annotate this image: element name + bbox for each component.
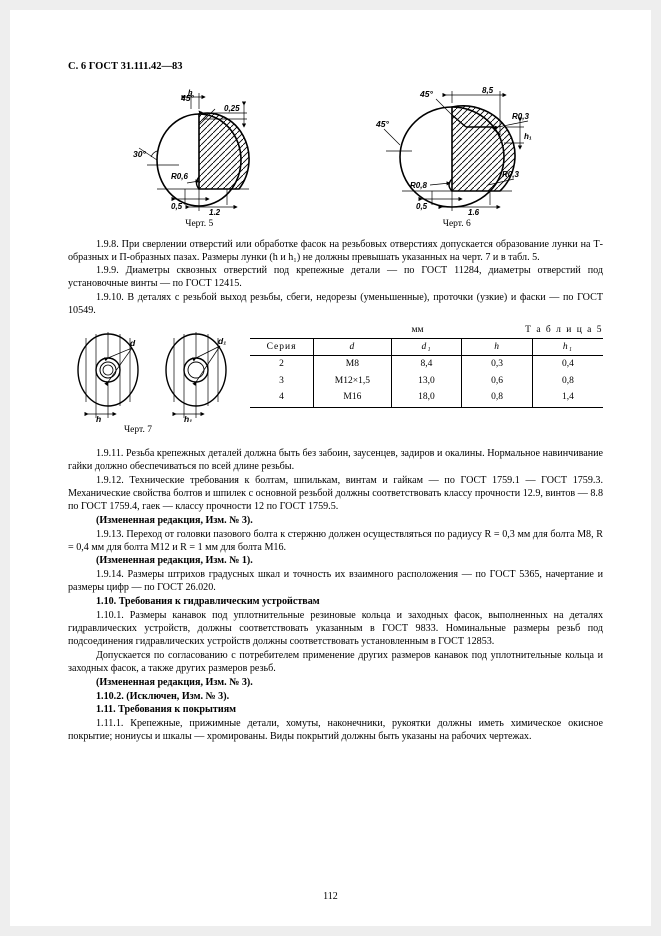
table5-r2c0: 4: [250, 389, 314, 408]
para-1-9-11: 1.9.11. Резьба крепежных деталей должна …: [68, 448, 603, 474]
table5-r0c0: 2: [250, 356, 314, 373]
fig6-r03b: R0,3: [502, 170, 519, 179]
table5-r2c2: 18,0: [391, 389, 462, 408]
figure-7: d h d₁: [68, 324, 236, 422]
table5-r2c3: 0,8: [462, 389, 533, 408]
fig5-r06: R0,6: [171, 172, 188, 181]
figure-7b-svg: d₁ h₁: [156, 324, 236, 422]
para-1-11-1: 1.11.1. Крепежные, прижимные детали, хом…: [68, 718, 603, 744]
table5-table: Серия d d₁ h h₁ 2 M8 8,4 0,3 0,4 3 M12×1…: [250, 338, 603, 408]
heading-1-10: 1.10. Требования к гидравлическим устрой…: [68, 596, 603, 609]
fig6-angle-side: 45°: [375, 119, 389, 129]
fig5-angle-side: 30°: [133, 149, 146, 159]
table5-hdr-4: h₁: [532, 339, 603, 356]
para-1-10-1b: Допускается по согласованию с потребител…: [68, 650, 603, 676]
table5-mm: мм: [250, 324, 525, 336]
table5-r2c4: 1,4: [532, 389, 603, 408]
para-1-9-12: 1.9.12. Технические требования к болтам,…: [68, 475, 603, 514]
figure-5: 45° h 0,25 30° R0,6: [129, 85, 269, 230]
para-1-9-9: 1.9.9. Диаметры сквозных отверстий под к…: [68, 265, 603, 291]
table5-r2c1: M16: [314, 389, 392, 408]
table5-r0c2: 8,4: [391, 356, 462, 373]
fig5-bot12: 1,2: [209, 208, 221, 215]
table5-hdr-2: d₁: [391, 339, 462, 356]
table5-r1c2: 13,0: [391, 373, 462, 389]
para-1-9-13: 1.9.13. Переход от головки пазового болт…: [68, 529, 603, 555]
fig7-label-h: h: [96, 414, 101, 422]
fig6-dim-85: 8,5: [482, 86, 494, 95]
fig6-bot16: 1,6: [468, 208, 480, 215]
para-1-9-10: 1.9.10. В деталях с резьбой выход резьбы…: [68, 292, 603, 318]
fig6-bot05: 0,5: [416, 202, 428, 211]
para-1-10-2: 1.10.2. (Исключен, Изм. № 3).: [68, 691, 603, 704]
fig6-h1: h₁: [524, 132, 532, 141]
fig5-label-h: h: [188, 88, 193, 97]
page-header: С. 6 ГОСТ 31.111.42—83: [68, 60, 603, 73]
fig7-caption: Черт. 7: [124, 424, 603, 436]
fig6-caption: Черт. 6: [443, 218, 471, 230]
para-1-9-8: 1.9.8. При сверлении отверстий или обраб…: [68, 239, 603, 265]
table5-r0c3: 0,3: [462, 356, 533, 373]
page: С. 6 ГОСТ 31.111.42—83 45°: [10, 10, 651, 926]
izm-3-b: (Измененная редакция, Изм. № 3).: [68, 677, 603, 690]
heading-1-11: 1.11. Требования к покрытиям: [68, 704, 603, 717]
table5-r1c3: 0,6: [462, 373, 533, 389]
para-1-9-14: 1.9.14. Размеры штрихов градусных шкал и…: [68, 569, 603, 595]
izm-3-a: (Измененная редакция, Изм. № 3).: [68, 515, 603, 528]
fig7-label-d: d: [130, 338, 136, 348]
fig7-label-h1: h₁: [184, 414, 192, 422]
figure-7a-svg: d h: [68, 324, 148, 422]
table5-hdr-0: Серия: [250, 339, 314, 356]
fig6-r03: R0,3: [512, 112, 529, 121]
table5-row: d h d₁: [68, 324, 603, 422]
table5-title: Т а б л и ц а 5: [525, 324, 603, 336]
table-5: мм Т а б л и ц а 5 Серия d d₁ h h₁ 2 M8 …: [250, 324, 603, 408]
fig6-r08: R0,8: [410, 181, 427, 190]
table5-r1c0: 3: [250, 373, 314, 389]
fig5-bot05: 0,5: [171, 202, 183, 211]
table5-r0c4: 0,4: [532, 356, 603, 373]
figure-6-svg: 45° 8,5 45° R0,3 h₁ R0,8 R0,3: [372, 85, 542, 215]
figures-row-5-6: 45° h 0,25 30° R0,6: [78, 85, 593, 230]
fig6-angle-top: 45°: [419, 89, 433, 99]
table5-r1c4: 0,8: [532, 373, 603, 389]
izm-1: (Измененная редакция, Изм. № 1).: [68, 555, 603, 568]
page-number: 112: [10, 891, 651, 904]
figure-6: 45° 8,5 45° R0,3 h₁ R0,8 R0,3: [372, 85, 542, 230]
fig7-label-d1: d₁: [218, 336, 226, 346]
fig5-dim-025: 0,25: [224, 104, 240, 113]
figure-5-svg: 45° h 0,25 30° R0,6: [129, 85, 269, 215]
para-1-10-1: 1.10.1. Размеры канавок под уплотнительн…: [68, 610, 603, 649]
fig5-caption: Черт. 5: [185, 218, 213, 230]
table5-hdr-3: h: [462, 339, 533, 356]
table5-r1c1: M12×1,5: [314, 373, 392, 389]
table5-hdr-1: d: [314, 339, 392, 356]
table5-r0c1: M8: [314, 356, 392, 373]
